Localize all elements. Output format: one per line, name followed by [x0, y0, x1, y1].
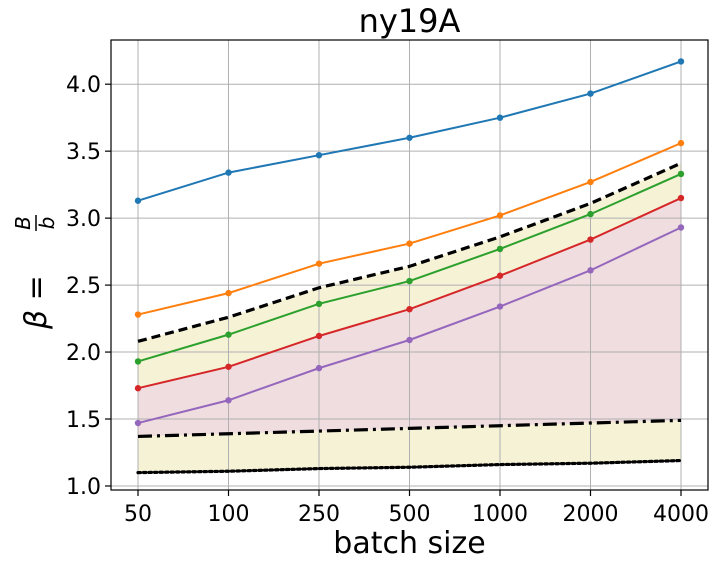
x-tick-label: 2000	[563, 502, 619, 527]
series-line-black-dotted	[136, 458, 683, 475]
data-point-red	[315, 332, 323, 340]
chart-title: ny19A	[359, 2, 461, 40]
data-point-orange	[134, 311, 142, 318]
y-tick-label: 3.5	[66, 140, 101, 165]
grid-layer	[111, 40, 708, 490]
x-tick-label: 50	[124, 502, 152, 527]
x-tick-label: 4000	[653, 502, 709, 527]
series-line-black-dashdot	[137, 418, 682, 439]
data-point-purple	[496, 303, 504, 310]
data-point-green	[496, 245, 504, 253]
data-point-purple	[587, 267, 594, 274]
data-point-red	[134, 385, 142, 392]
data-point-green	[587, 210, 594, 218]
data-point-red	[587, 236, 594, 243]
y-tick-label: 1.5	[66, 408, 101, 433]
y-tick-label: 1.0	[66, 475, 101, 500]
data-point-orange	[406, 240, 413, 247]
y-axis-label-numerator: B	[11, 216, 35, 230]
data-point-orange	[225, 289, 232, 297]
data-point-orange	[677, 139, 685, 147]
y-axis-label: β = B b	[11, 215, 59, 330]
data-point-blue	[677, 58, 685, 65]
data-point-blue	[587, 90, 594, 97]
x-tick-label: 100	[208, 502, 250, 527]
data-point-red	[406, 305, 413, 313]
data-point-green	[406, 277, 413, 285]
data-point-blue	[225, 169, 232, 176]
series-layer	[134, 58, 685, 475]
data-point-purple	[315, 364, 323, 372]
data-point-orange	[587, 178, 594, 186]
data-point-green	[225, 331, 232, 338]
data-point-purple	[225, 397, 232, 404]
data-point-green	[677, 170, 685, 178]
data-point-blue	[406, 134, 413, 141]
series-line-black-dashed	[137, 161, 682, 343]
data-point-red	[225, 363, 232, 370]
x-tick-label: 500	[389, 502, 431, 527]
y-axis-label-denominator: b	[35, 217, 59, 230]
data-point-purple	[406, 336, 413, 344]
data-point-purple	[677, 224, 685, 231]
y-tick-label: 4.0	[66, 73, 101, 98]
data-point-blue	[496, 114, 504, 121]
data-point-purple	[134, 419, 142, 427]
data-point-red	[496, 272, 504, 279]
y-tick-label: 2.0	[66, 341, 101, 366]
data-point-orange	[496, 212, 504, 219]
data-point-red	[677, 194, 685, 202]
data-point-blue	[315, 151, 323, 159]
data-point-blue	[134, 197, 142, 204]
x-tick-label: 1000	[472, 502, 528, 527]
data-point-green	[315, 300, 323, 308]
x-axis-label: batch size	[333, 526, 485, 561]
ticks-layer: 50 100 250 500 1000 2000 4000 1.0 1.5 2.0 2.5 3.0 3.…	[66, 73, 709, 527]
data-point-green	[134, 358, 142, 365]
data-point-orange	[315, 260, 323, 267]
y-tick-label: 2.5	[66, 274, 101, 299]
x-tick-label: 250	[298, 502, 340, 527]
y-tick-label: 3.0	[66, 207, 101, 232]
y-axis-label-lhs: β =	[19, 275, 54, 330]
